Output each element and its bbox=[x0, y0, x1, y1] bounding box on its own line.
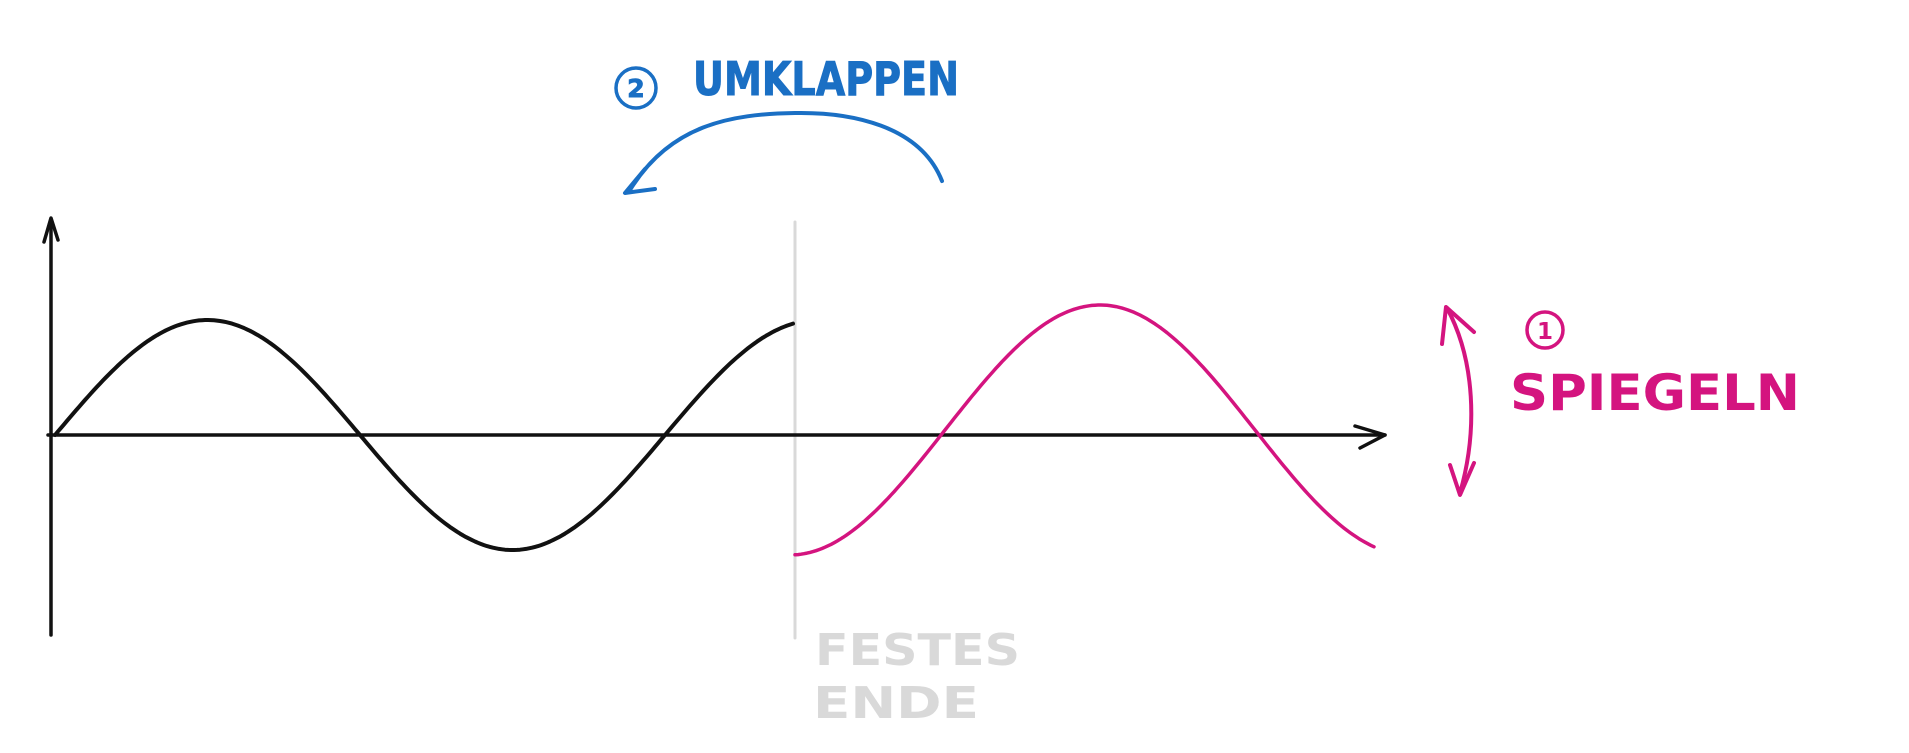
mirror-double-arrow bbox=[1445, 306, 1474, 495]
step-1-number: 1 bbox=[1537, 319, 1553, 345]
reflected-wave bbox=[793, 303, 1376, 557]
fixed-end-label-line2: ENDE bbox=[813, 678, 979, 729]
mirror-arrowhead-top bbox=[1440, 305, 1476, 346]
coordinate-axes bbox=[42, 216, 1387, 637]
step-2-circle bbox=[614, 66, 658, 110]
incoming-wave bbox=[53, 318, 795, 552]
flip-annotation: 2 UMKLAPPEN bbox=[614, 52, 960, 195]
x-axis-arrowhead bbox=[1353, 424, 1387, 450]
step-1-circle bbox=[1525, 310, 1565, 350]
y-axis-arrowhead bbox=[42, 216, 60, 244]
step-2-label: UMKLAPPEN bbox=[693, 52, 959, 106]
step-2-number: 2 bbox=[627, 74, 644, 103]
fixed-end-label-line1: FESTES bbox=[815, 625, 1020, 676]
fixed-end-caption: FESTES ENDE bbox=[813, 625, 1020, 729]
mirror-arrowhead-bottom bbox=[1448, 461, 1476, 497]
flip-arrowhead bbox=[623, 167, 657, 195]
step-1-label: SPIEGELN bbox=[1510, 364, 1800, 422]
mirror-annotation: 1 SPIEGELN bbox=[1440, 305, 1800, 497]
flip-arrow bbox=[628, 110, 944, 192]
